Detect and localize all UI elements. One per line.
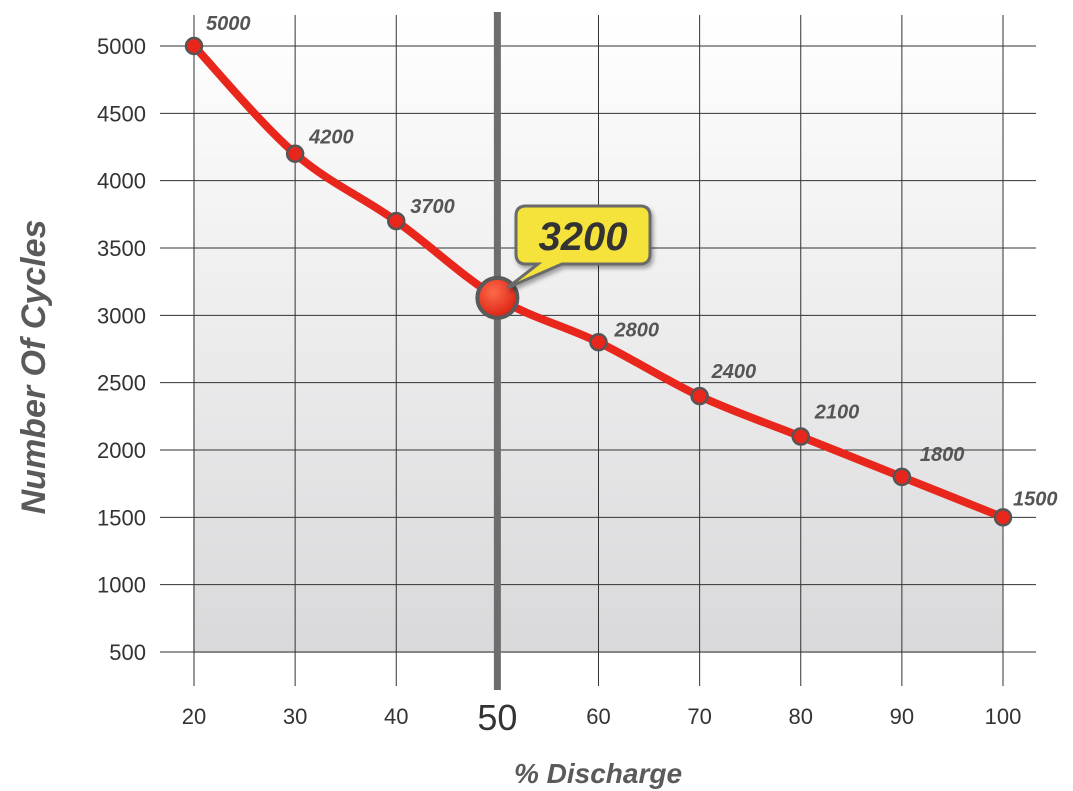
y-tick-label: 3500 bbox=[97, 236, 146, 261]
data-label: 1500 bbox=[1013, 488, 1058, 510]
x-axis-label: % Discharge bbox=[514, 758, 682, 789]
data-point bbox=[387, 211, 406, 231]
data-labels-group: 5000 4200 3700 2800 2400 2100 1800 1500 bbox=[206, 13, 1058, 510]
x-tick-label: 100 bbox=[985, 704, 1022, 729]
series-line bbox=[190, 42, 1007, 522]
x-tick-label: 60 bbox=[586, 704, 610, 729]
y-tick-label: 5000 bbox=[97, 34, 146, 59]
markers-group bbox=[184, 36, 1013, 527]
y-tick-label: 3000 bbox=[97, 303, 146, 328]
y-tick-label: 2000 bbox=[97, 438, 146, 463]
y-axis-ticks: 500 1000 1500 2000 2500 3000 3500 4000 4500 5000 bbox=[97, 34, 146, 665]
data-label: 1800 bbox=[920, 444, 965, 466]
data-label: 3700 bbox=[410, 196, 455, 218]
y-tick-label: 4000 bbox=[97, 169, 146, 194]
callout-label: 3200 bbox=[539, 215, 628, 259]
x-tick-label: 80 bbox=[789, 704, 813, 729]
y-tick-label: 2500 bbox=[97, 371, 146, 396]
data-label: 2800 bbox=[614, 319, 660, 341]
callout-group: 3200 bbox=[506, 204, 652, 290]
y-tick-label: 1000 bbox=[97, 573, 146, 598]
series-line-group bbox=[190, 42, 1007, 522]
x-tick-label: 40 bbox=[384, 704, 408, 729]
data-point bbox=[690, 386, 709, 406]
data-point bbox=[184, 36, 204, 56]
y-tick-label: 500 bbox=[109, 640, 146, 665]
y-tick-label: 1500 bbox=[97, 505, 146, 530]
data-point bbox=[993, 508, 1013, 527]
data-label: 2100 bbox=[814, 402, 860, 424]
y-axis-label: Number Of Cycles bbox=[15, 220, 53, 515]
data-point bbox=[791, 427, 810, 446]
data-point bbox=[892, 467, 912, 487]
y-tick-label: 4500 bbox=[97, 101, 146, 126]
data-label: 4200 bbox=[308, 127, 354, 149]
data-point bbox=[589, 333, 608, 352]
x-tick-label: 70 bbox=[687, 704, 711, 729]
x-tick-label: 30 bbox=[283, 704, 307, 729]
x-tick-label: 20 bbox=[182, 704, 206, 729]
callout-bubble bbox=[506, 204, 652, 290]
data-label: 5000 bbox=[206, 13, 251, 35]
data-point bbox=[285, 144, 305, 163]
x-axis-ticks: 20 30 40 50 60 70 80 90 100 bbox=[182, 697, 1022, 738]
data-label: 2400 bbox=[711, 361, 757, 383]
x-tick-label: 90 bbox=[890, 704, 914, 729]
x-tick-label: 50 bbox=[477, 697, 517, 738]
